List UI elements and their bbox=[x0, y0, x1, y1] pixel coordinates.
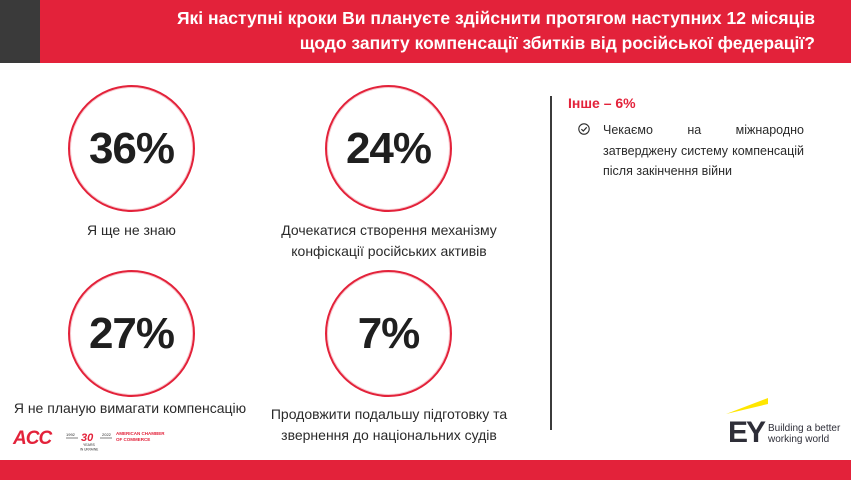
ring-outline bbox=[68, 270, 195, 397]
footer-bar bbox=[0, 460, 851, 480]
header-dark-block bbox=[0, 0, 40, 63]
page-title-line-1: Які наступні кроки Ви плануєте здійснити… bbox=[176, 8, 815, 28]
acc-chamber-text: AMERICAN CHAMBER OF COMMERCE bbox=[116, 431, 186, 443]
stat-label-4-line-2: звернення до національних судів bbox=[281, 427, 497, 443]
acc-chamber-line-1: AMERICAN CHAMBER bbox=[116, 431, 165, 436]
ey-wordmark: EY bbox=[728, 416, 766, 449]
acc-year-left: 1992 bbox=[66, 432, 76, 437]
ey-tagline-line-1: Building a better bbox=[768, 423, 841, 434]
acc-year-right: 2022 bbox=[102, 432, 112, 437]
stat-label-2-line-1: Дочекатися створення механізму bbox=[281, 222, 497, 238]
ring-outline bbox=[68, 85, 195, 212]
stat-ring-3: 27% bbox=[66, 268, 197, 399]
header-banner: Які наступні кроки Ви плануєте здійснити… bbox=[0, 0, 851, 63]
acc-wordmark: ACC bbox=[13, 428, 52, 449]
stat-value-3: 27% bbox=[88, 308, 175, 358]
stat-label-3: Я не планую вимагати компенсацію bbox=[2, 398, 258, 419]
stat-ring-2: 24% bbox=[323, 83, 454, 214]
acc-years-word: YEARS bbox=[83, 443, 96, 447]
stat-label-1: Я ще не знаю bbox=[40, 220, 223, 241]
stat-value-1: 36% bbox=[88, 123, 175, 173]
ey-beam-icon bbox=[726, 398, 768, 414]
stat-value-2: 24% bbox=[345, 123, 432, 173]
ey-tagline-line-2: working world bbox=[768, 434, 830, 445]
stat-label-1-line-1: Я ще не знаю bbox=[87, 222, 176, 238]
amcham-logo: ACC 1992 2022 30 YEARS IN UKRAINE AMERIC… bbox=[13, 428, 183, 456]
acc-in-ukraine: IN UKRAINE bbox=[80, 448, 98, 452]
stat-label-3-line-1: Я не планую вимагати компенсацію bbox=[13, 400, 247, 416]
ring-outline bbox=[325, 270, 452, 397]
other-title: Інше – 6% bbox=[568, 95, 636, 111]
stat-value-4: 7% bbox=[357, 308, 421, 358]
check-circle-icon bbox=[578, 123, 590, 135]
vertical-divider bbox=[550, 96, 552, 430]
acc-30-years-badge: 1992 2022 30 YEARS IN UKRAINE bbox=[66, 432, 112, 452]
stat-label-2: Дочекатися створення механізму конфіскац… bbox=[263, 220, 515, 262]
stat-ring-4: 7% bbox=[323, 268, 454, 399]
ey-tagline: Building a better working world bbox=[768, 423, 840, 445]
stat-label-2-line-2: конфіскації російських активів bbox=[291, 243, 487, 259]
acc-30-number: 30 bbox=[81, 432, 94, 444]
acc-chamber-line-2: OF COMMERCE bbox=[116, 437, 151, 442]
page-title-line-2: щодо запиту компенсації збитків від росі… bbox=[299, 33, 815, 53]
ring-outline bbox=[325, 85, 452, 212]
page-title: Які наступні кроки Ви плануєте здійснити… bbox=[95, 6, 815, 56]
stat-label-4: Продовжити подальшу підготовку та зверне… bbox=[258, 404, 520, 446]
other-text: Чекаємо на міжнародно затверджену систем… bbox=[603, 123, 804, 178]
ey-logo: EY Building a better working world bbox=[722, 398, 842, 450]
stat-label-4-line-1: Продовжити подальшу підготовку та bbox=[270, 406, 508, 422]
stat-ring-1: 36% bbox=[66, 83, 197, 214]
